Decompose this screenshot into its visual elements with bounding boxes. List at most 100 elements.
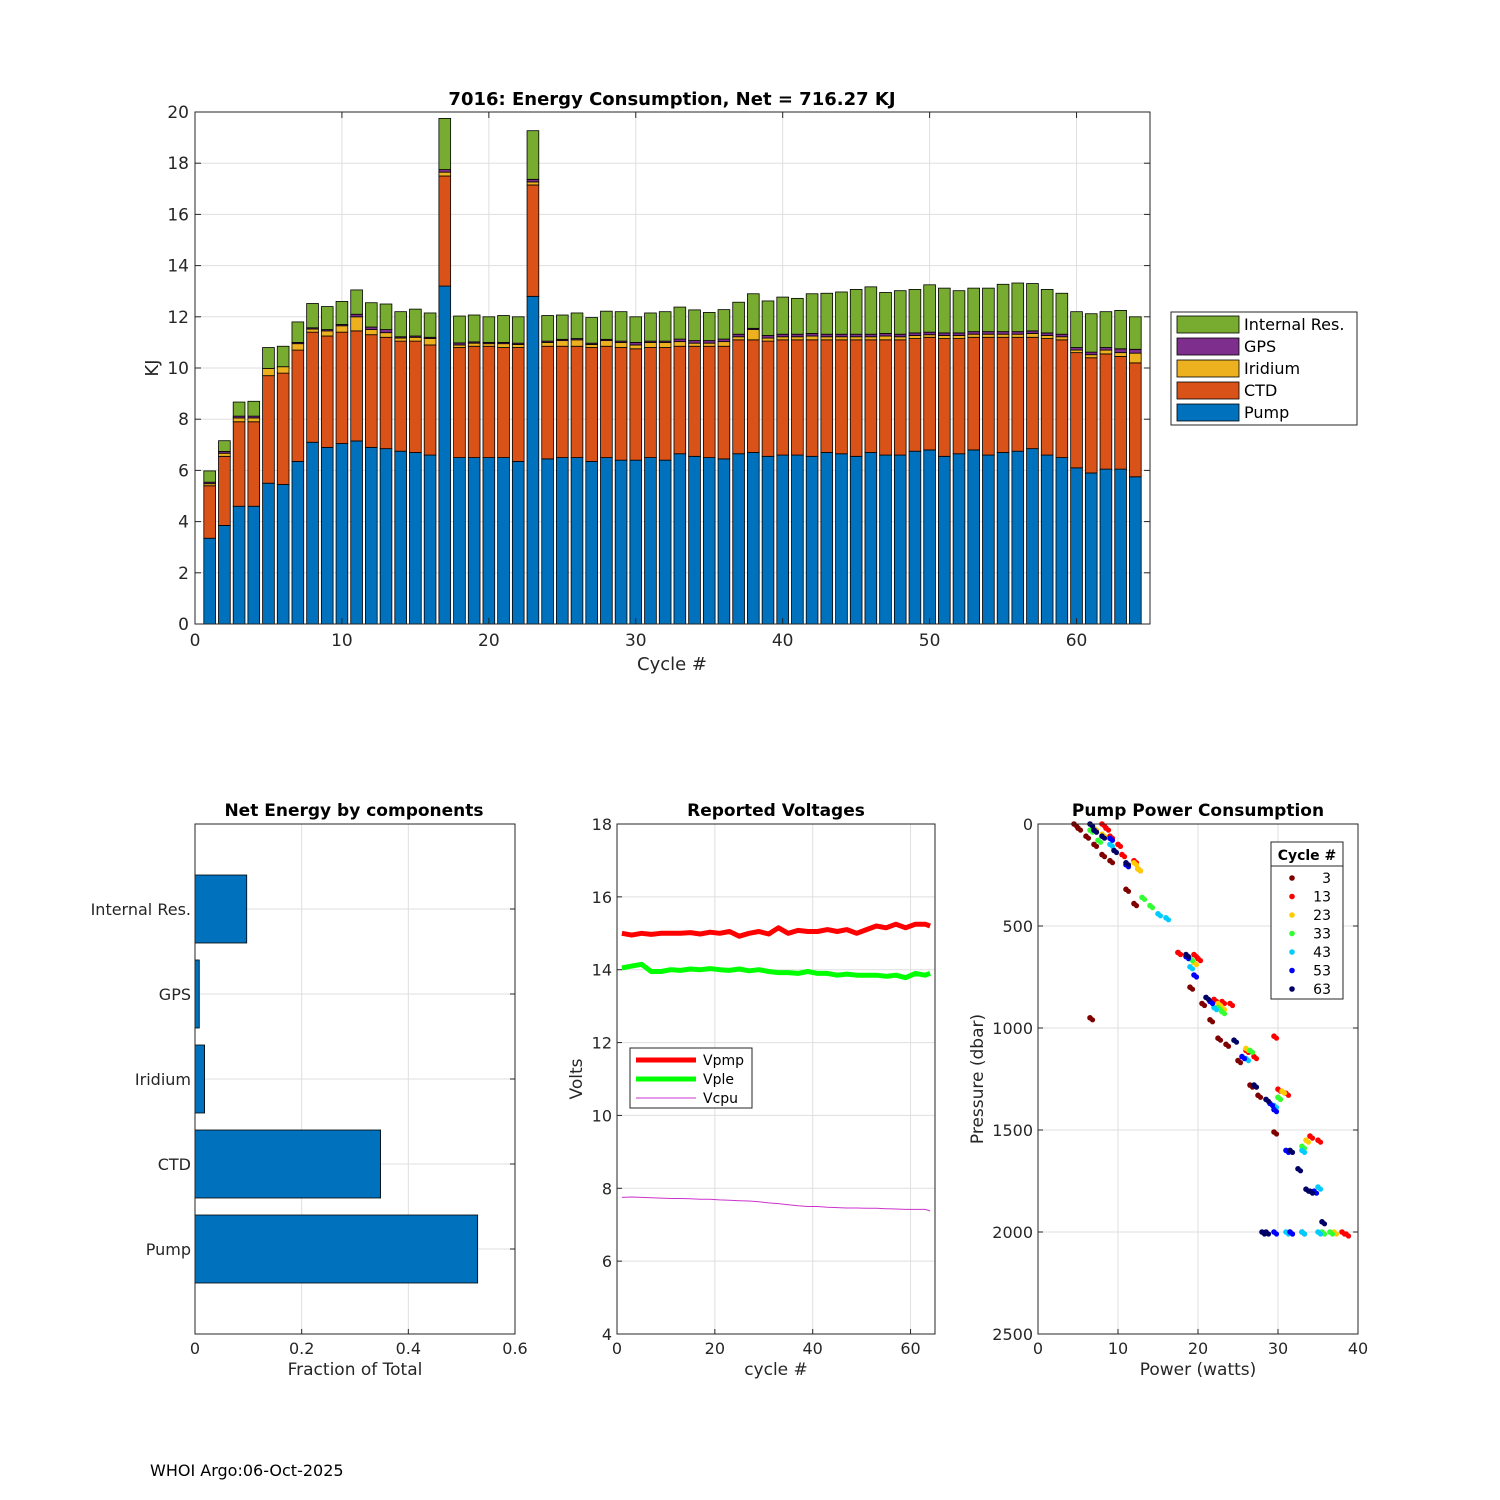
- components-x-tick-label: 0.2: [289, 1339, 314, 1358]
- components-bar-pump: [194, 1214, 479, 1284]
- energy-bar-ctd-cycle-22: [511, 347, 525, 462]
- energy-bar-iridium-cycle-38: [747, 329, 760, 341]
- energy-bar-iridium-cycle-49: [908, 335, 922, 339]
- pump-point-cycle-53: [1289, 1231, 1296, 1237]
- net-energy-components-chart: Net Energy by components 0 0.2 0.4 0.6 Inter…: [91, 801, 528, 1380]
- energy-bar-ctd-cycle-32: [658, 347, 672, 461]
- energy-bar-pump-cycle-56: [1011, 450, 1025, 625]
- energy-bar-ctd-cycle-13: [379, 336, 393, 450]
- energy-bar-pump-cycle-6: [276, 484, 290, 625]
- pump-point-cycle-13: [1285, 1092, 1292, 1098]
- energy-bar-pump-cycle-5: [262, 482, 275, 625]
- energy-y-tick-label: 14: [167, 257, 189, 277]
- energy-legend-label: Internal Res.: [1244, 315, 1344, 334]
- energy-bar-internal-res--cycle-35: [702, 312, 716, 342]
- energy-bar-internal-res--cycle-38: [747, 293, 760, 329]
- energy-bar-pump-cycle-30: [629, 459, 643, 625]
- components-y-tick-label: Iridium: [135, 1070, 191, 1089]
- voltages-y-label: Volts: [567, 1058, 587, 1099]
- pump-point-cycle-43: [1317, 1186, 1324, 1192]
- components-x-tick-label: 0.4: [396, 1339, 421, 1358]
- energy-bar-ctd-cycle-55: [996, 336, 1010, 453]
- energy-bar-iridium-cycle-11: [350, 316, 363, 332]
- energy-bar-internal-res--cycle-47: [879, 292, 892, 334]
- pump-point-cycle-53: [1273, 1109, 1280, 1115]
- pump-point-cycle-3: [1201, 1002, 1208, 1009]
- energy-bar-ctd-cycle-9: [320, 335, 334, 448]
- energy-bar-pump-cycle-17: [438, 285, 452, 625]
- energy-bar-ctd-cycle-20: [482, 345, 496, 458]
- energy-legend-label: Iridium: [1244, 359, 1300, 378]
- energy-bar-iridium-cycle-64: [1129, 352, 1142, 364]
- energy-bar-pump-cycle-25: [556, 457, 569, 625]
- energy-bar-ctd-cycle-30: [629, 348, 643, 461]
- energy-bar-ctd-cycle-64: [1129, 362, 1142, 478]
- energy-bar-internal-res--cycle-28: [600, 310, 613, 340]
- energy-bar-iridium-cycle-52: [952, 335, 966, 339]
- energy-bar-pump-cycle-40: [776, 454, 789, 625]
- energy-bar-internal-res--cycle-39: [761, 300, 775, 336]
- pump-point-cycle-3: [1125, 888, 1132, 894]
- pump-point-cycle-23: [1281, 1090, 1288, 1096]
- energy-bar-internal-res--cycle-6: [276, 345, 290, 368]
- energy-bar-iridium-cycle-33: [673, 341, 687, 347]
- energy-y-tick-label: 16: [167, 205, 189, 225]
- energy-bar-internal-res--cycle-58: [1040, 289, 1054, 334]
- energy-y-label: KJ: [142, 359, 163, 376]
- pump-legend-label: 53: [1313, 964, 1331, 980]
- energy-bar-iridium-cycle-28: [600, 340, 613, 347]
- pump-legend-label: 3: [1322, 871, 1331, 887]
- pump-point-cycle-43: [1109, 843, 1116, 850]
- pump-point-cycle-63: [1101, 835, 1108, 841]
- energy-bar-ctd-cycle-53: [967, 336, 980, 451]
- energy-bar-ctd-cycle-49: [908, 338, 922, 452]
- energy-bar-ctd-cycle-6: [276, 372, 290, 485]
- energy-bar-iridium-cycle-56: [1011, 333, 1025, 338]
- energy-bar-iridium-cycle-34: [688, 342, 701, 347]
- voltages-x-tick-label: 0: [612, 1339, 622, 1358]
- energy-x-tick-label: 60: [1066, 631, 1088, 651]
- energy-bar-ctd-cycle-31: [644, 347, 657, 458]
- energy-bar-internal-res--cycle-31: [644, 312, 657, 342]
- energy-bar-pump-cycle-24: [541, 458, 554, 625]
- components-y-tick-label: GPS: [159, 985, 191, 1004]
- energy-bar-iridium-cycle-15: [409, 336, 422, 342]
- pump-point-cycle-23: [1193, 962, 1200, 968]
- pump-point-cycle-53: [1209, 1000, 1216, 1007]
- energy-bar-iridium-cycle-41: [791, 336, 804, 341]
- energy-consumption-chart: 7016: Energy Consumption, Net = 716.27 K…: [142, 89, 1358, 675]
- energy-bar-iridium-cycle-51: [938, 335, 951, 339]
- pump-point-cycle-13: [1309, 1135, 1316, 1141]
- voltage-line-vcpu: [621, 1196, 931, 1212]
- energy-bar-ctd-cycle-2: [218, 455, 231, 526]
- energy-bar-internal-res--cycle-44: [835, 291, 848, 335]
- pump-point-cycle-3: [1085, 835, 1092, 841]
- energy-bar-iridium-cycle-58: [1040, 335, 1054, 339]
- energy-bar-iridium-cycle-39: [761, 337, 775, 342]
- energy-bar-ctd-cycle-38: [747, 339, 760, 453]
- energy-y-tick-label: 2: [178, 564, 189, 584]
- pump-y-label: Pressure (dbar): [968, 1014, 988, 1144]
- energy-bar-pump-cycle-33: [673, 453, 687, 625]
- components-y-tick-label: Internal Res.: [91, 900, 191, 919]
- energy-bar-ctd-cycle-37: [732, 339, 745, 455]
- energy-bar-iridium-cycle-63: [1114, 352, 1127, 357]
- energy-bar-iridium-cycle-13: [379, 332, 393, 338]
- pump-point-cycle-13: [1221, 1000, 1228, 1007]
- energy-y-tick-label: 12: [167, 308, 189, 328]
- energy-bar-pump-cycle-22: [511, 461, 525, 625]
- energy-bar-internal-res--cycle-4: [247, 400, 261, 417]
- energy-y-tick-label: 6: [178, 461, 189, 481]
- voltage-line-vpmp: [621, 921, 931, 939]
- energy-bar-internal-res--cycle-34: [688, 309, 701, 342]
- energy-bar-ctd-cycle-35: [702, 345, 716, 458]
- energy-bar-ctd-cycle-8: [306, 331, 319, 443]
- energy-bar-iridium-cycle-25: [556, 340, 569, 347]
- pump-power-chart: Pump Power Consumption 0 10 20 30 40 0 500 1000…: [968, 801, 1368, 1380]
- energy-chart-title: 7016: Energy Consumption, Net = 716.27 K…: [448, 89, 895, 110]
- energy-bar-iridium-cycle-17: [438, 171, 452, 177]
- energy-bar-iridium-cycle-12: [365, 329, 378, 336]
- energy-bar-iridium-cycle-54: [982, 333, 995, 338]
- pump-point-cycle-43: [1157, 913, 1164, 919]
- energy-bar-internal-res--cycle-43: [820, 292, 834, 335]
